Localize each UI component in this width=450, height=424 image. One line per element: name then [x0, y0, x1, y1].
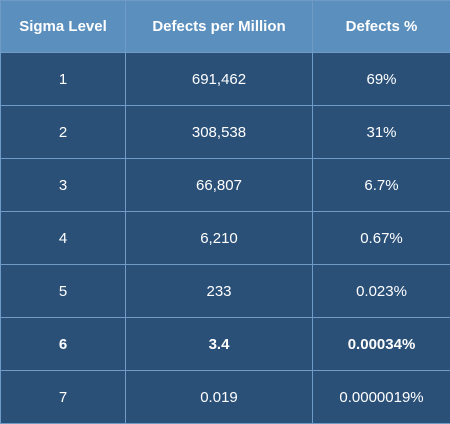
header-row: Sigma Level Defects per Million Defects … — [1, 1, 450, 53]
table-header: Sigma Level Defects per Million Defects … — [1, 1, 450, 53]
cell-sigma-level: 6 — [1, 318, 126, 371]
cell-defects-percent: 31% — [313, 106, 450, 159]
header-defects-percent: Defects % — [313, 1, 450, 53]
cell-defects-per-million: 233 — [126, 265, 313, 318]
table-row: 2 308,538 31% — [1, 106, 450, 159]
cell-defects-per-million: 6,210 — [126, 212, 313, 265]
cell-defects-per-million: 3.4 — [126, 318, 313, 371]
cell-sigma-level: 1 — [1, 53, 126, 106]
cell-defects-per-million: 66,807 — [126, 159, 313, 212]
table-row: 6 3.4 0.00034% — [1, 318, 450, 371]
cell-defects-percent: 0.0000019% — [313, 371, 450, 424]
cell-defects-percent: 6.7% — [313, 159, 450, 212]
table-row: 3 66,807 6.7% — [1, 159, 450, 212]
table-row: 1 691,462 69% — [1, 53, 450, 106]
cell-defects-per-million: 691,462 — [126, 53, 313, 106]
table-row: 4 6,210 0.67% — [1, 212, 450, 265]
cell-sigma-level: 5 — [1, 265, 126, 318]
cell-defects-percent: 69% — [313, 53, 450, 106]
header-sigma-level: Sigma Level — [1, 1, 126, 53]
cell-sigma-level: 4 — [1, 212, 126, 265]
cell-defects-per-million: 308,538 — [126, 106, 313, 159]
cell-sigma-level: 7 — [1, 371, 126, 424]
table-row: 5 233 0.023% — [1, 265, 450, 318]
cell-defects-per-million: 0.019 — [126, 371, 313, 424]
cell-defects-percent: 0.00034% — [313, 318, 450, 371]
table-body: 1 691,462 69% 2 308,538 31% 3 66,807 6.7… — [1, 53, 450, 424]
table-row: 7 0.019 0.0000019% — [1, 371, 450, 424]
cell-sigma-level: 2 — [1, 106, 126, 159]
header-defects-per-million: Defects per Million — [126, 1, 313, 53]
cell-sigma-level: 3 — [1, 159, 126, 212]
cell-defects-percent: 0.67% — [313, 212, 450, 265]
cell-defects-percent: 0.023% — [313, 265, 450, 318]
